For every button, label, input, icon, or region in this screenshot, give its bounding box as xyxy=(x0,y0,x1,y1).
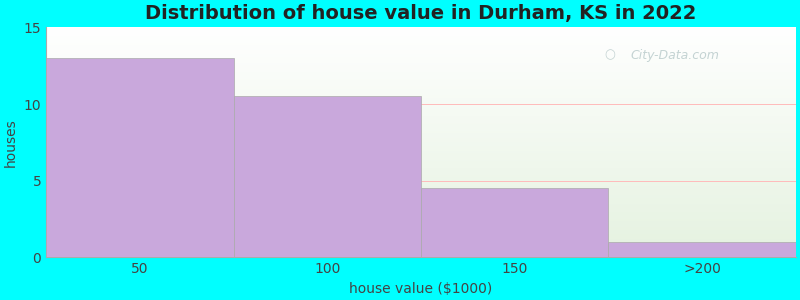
Bar xyxy=(46,58,234,257)
Text: ○: ○ xyxy=(605,49,615,62)
Y-axis label: houses: houses xyxy=(4,118,18,167)
Bar xyxy=(421,188,609,257)
Bar xyxy=(609,242,796,257)
Text: City-Data.com: City-Data.com xyxy=(631,49,720,62)
Title: Distribution of house value in Durham, KS in 2022: Distribution of house value in Durham, K… xyxy=(146,4,697,23)
X-axis label: house value ($1000): house value ($1000) xyxy=(350,282,493,296)
Bar xyxy=(234,97,421,257)
